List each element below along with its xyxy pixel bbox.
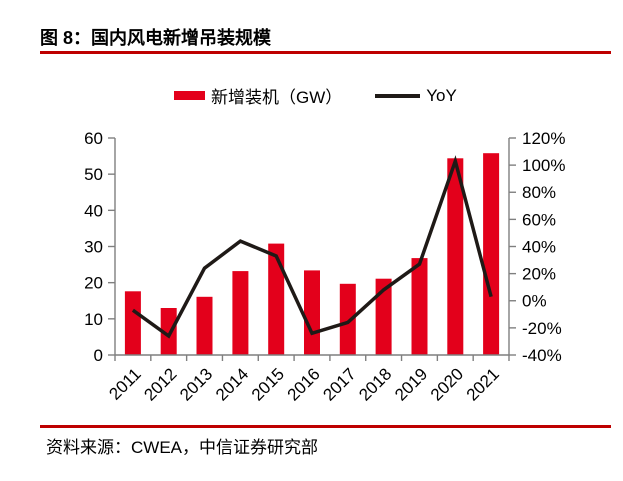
x-axis-label: 2018 xyxy=(355,364,395,404)
bar-2018 xyxy=(375,278,392,355)
bar-2014 xyxy=(232,271,249,355)
source-text: 资料来源：CWEA，中信证券研究部 xyxy=(46,438,318,457)
x-axis-label: 2017 xyxy=(319,364,359,404)
title-rule xyxy=(40,51,611,54)
x-axis-label: 2014 xyxy=(212,364,252,404)
right-axis-label: 20% xyxy=(522,265,556,284)
bar-2012 xyxy=(160,308,177,355)
line-swatch-icon xyxy=(375,93,421,98)
bar-2020 xyxy=(447,158,464,355)
bar-swatch-icon xyxy=(174,91,205,100)
source-rule xyxy=(40,425,611,428)
right-axis-label: 0% xyxy=(522,292,547,311)
bar-2015 xyxy=(268,243,285,355)
bar-2011 xyxy=(124,291,141,355)
right-axis-label: 120% xyxy=(522,129,565,148)
legend-label-line: YoY xyxy=(426,85,457,105)
x-axis-label: 2012 xyxy=(140,364,180,404)
x-axis-label: 2013 xyxy=(176,364,216,404)
right-axis-label: 80% xyxy=(522,183,556,202)
bar-2016 xyxy=(304,270,320,355)
bar-2013 xyxy=(196,296,213,355)
left-axis-label: 40 xyxy=(84,201,103,220)
legend-label-bar: 新增装机（GW） xyxy=(211,88,343,107)
x-axis-label: 2016 xyxy=(284,364,324,404)
bar-2021 xyxy=(483,153,500,355)
x-axis-label: 2021 xyxy=(463,364,503,404)
left-axis-label: 20 xyxy=(84,274,103,293)
right-axis-label: -40% xyxy=(522,346,562,365)
right-axis-label: 40% xyxy=(522,237,556,256)
right-axis-label: -20% xyxy=(522,319,562,338)
figure-title: 图 8：国内风电新增吊装规模 xyxy=(40,28,272,48)
left-axis-label: 0 xyxy=(94,346,103,365)
bar-2017 xyxy=(339,283,356,355)
right-axis-label: 60% xyxy=(522,210,556,229)
legend-item-line: YoY xyxy=(375,86,457,106)
x-axis-label: 2019 xyxy=(391,364,431,404)
x-axis-label: 2015 xyxy=(248,364,288,404)
left-axis-label: 10 xyxy=(84,310,103,329)
legend-item-bar: 新增装机（GW） xyxy=(174,83,342,108)
x-axis-label: 2011 xyxy=(105,364,144,403)
right-axis-label: 100% xyxy=(522,156,565,175)
x-axis-label: 2020 xyxy=(427,364,467,404)
left-axis-label: 50 xyxy=(84,165,103,184)
yoy-line xyxy=(131,155,493,339)
chart-legend: 新增装机（GW） YoY xyxy=(174,83,457,108)
left-axis-label: 30 xyxy=(84,237,103,256)
left-axis-label: 60 xyxy=(84,129,103,148)
bar-2019 xyxy=(411,258,428,355)
